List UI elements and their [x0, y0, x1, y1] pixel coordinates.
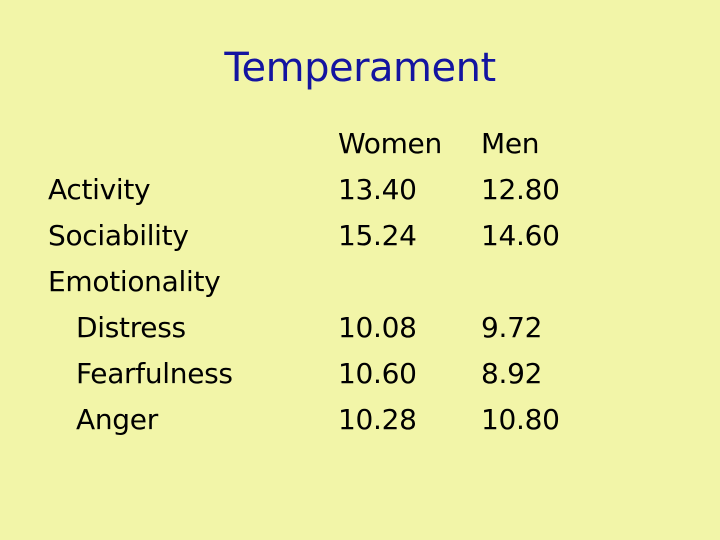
header-men: Men	[481, 127, 540, 160]
value-anger-women: 10.28	[338, 403, 417, 436]
value-activity-women: 13.40	[338, 173, 417, 206]
row-label-fearfulness: Fearfulness	[76, 357, 233, 390]
value-anger-men: 10.80	[481, 403, 560, 436]
value-activity-men: 12.80	[481, 173, 560, 206]
row-label-anger: Anger	[76, 403, 158, 436]
value-fearfulness-women: 10.60	[338, 357, 417, 390]
value-sociability-women: 15.24	[338, 219, 417, 252]
value-fearfulness-men: 8.92	[481, 357, 543, 390]
header-women: Women	[338, 127, 442, 160]
row-label-distress: Distress	[76, 311, 186, 344]
row-label-emotionality: Emotionality	[48, 265, 221, 298]
row-label-activity: Activity	[48, 173, 151, 206]
value-sociability-men: 14.60	[481, 219, 560, 252]
value-distress-women: 10.08	[338, 311, 417, 344]
slide-title: Temperament	[224, 45, 496, 91]
value-distress-men: 9.72	[481, 311, 543, 344]
row-label-sociability: Sociability	[48, 219, 189, 252]
